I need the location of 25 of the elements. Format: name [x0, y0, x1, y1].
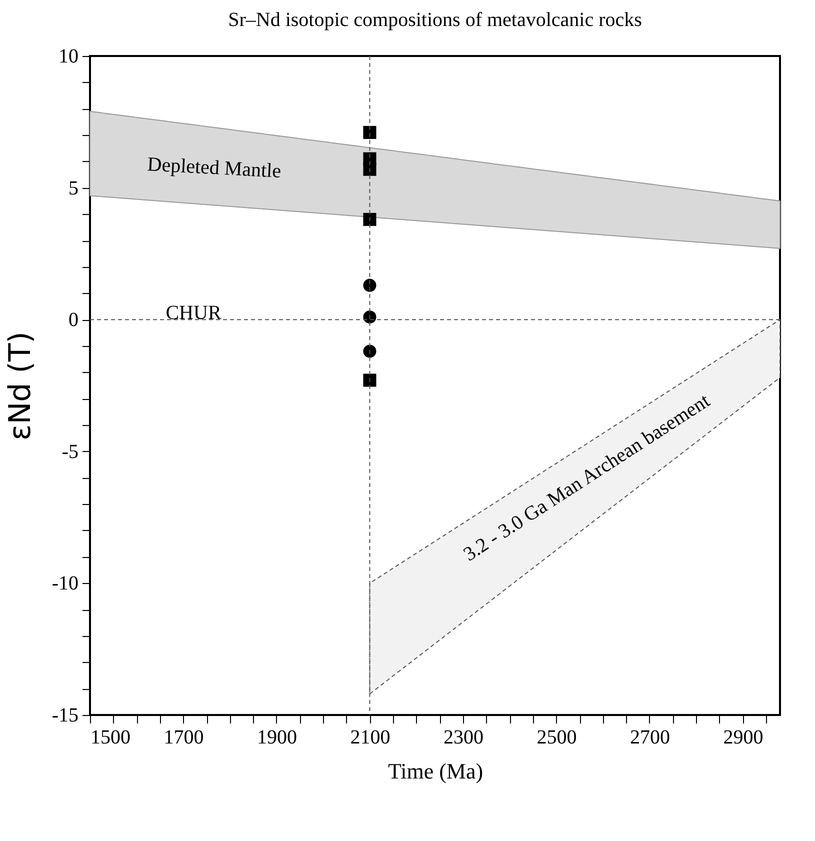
x-tick-label: 2700 [630, 726, 670, 748]
point [363, 162, 376, 176]
y-tick-label: -5 [62, 440, 78, 463]
y-tick-label: -10 [52, 572, 78, 595]
x-tick-label: 2900 [723, 726, 764, 748]
point [363, 126, 376, 139]
x-tick-label: 1500 [90, 726, 130, 748]
annotation: CHUR [166, 302, 222, 324]
x-tick-label: 1700 [164, 726, 204, 748]
x-tick-label: 1900 [256, 726, 297, 748]
point [363, 278, 376, 292]
x-tick-label: 2500 [536, 726, 577, 748]
y-tick-label: -15 [52, 704, 78, 726]
x-tick-label: 2100 [350, 726, 390, 748]
y-tick-label: 5 [68, 177, 78, 200]
y-tick-label: 0 [68, 309, 78, 332]
x-tick-label: 2300 [443, 726, 484, 748]
point [363, 344, 376, 358]
chart-title: Sr–Nd isotopic compositions of metavolcanic rocks [228, 9, 642, 31]
y-axis-title: εNd (T) [2, 332, 38, 440]
annotation: Depleted Mantle [146, 154, 282, 183]
y-tick-label: 10 [58, 46, 78, 68]
point [363, 374, 376, 387]
point [363, 212, 376, 226]
x-axis-title: Time (Ma) [388, 758, 484, 784]
